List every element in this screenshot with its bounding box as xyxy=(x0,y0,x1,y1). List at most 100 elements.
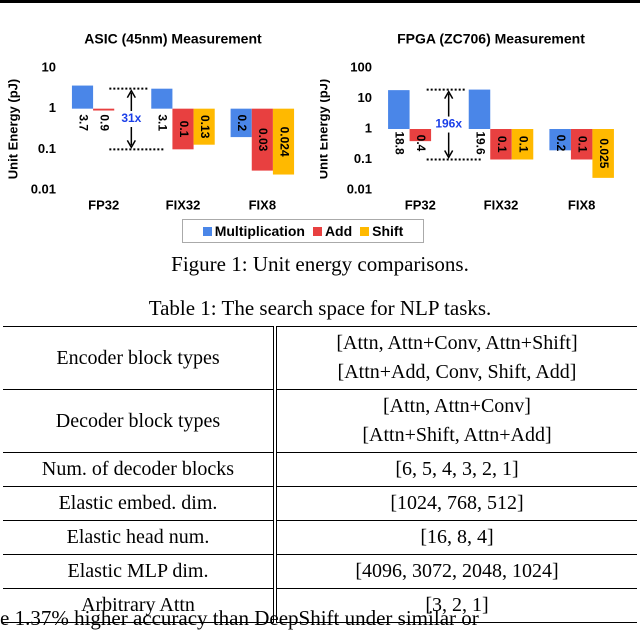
value-label: 3.1 xyxy=(156,114,170,131)
annotation-bg xyxy=(432,116,465,133)
table-row: Elastic embed. dim. [1024, 768, 512] xyxy=(3,486,637,521)
value-label: 19.6 xyxy=(473,131,487,155)
bar xyxy=(71,85,94,109)
value-label: 0.1 xyxy=(177,121,191,138)
table-cell: Elastic head num. xyxy=(3,520,277,555)
cell-text: [16, 8, 4] xyxy=(420,526,494,548)
cell-text: Decoder block types xyxy=(55,409,221,432)
legend-item: Multiplication xyxy=(202,223,305,239)
table-cell: [6, 5, 4, 3, 2, 1] xyxy=(274,452,637,487)
annotation: 196x xyxy=(435,117,462,131)
cell-text: [Attn+Add, Conv, Shift, Add] xyxy=(337,361,577,383)
value-label: 0.1 xyxy=(516,136,530,153)
y-axis-label: Unit Energy (pJ) xyxy=(5,79,20,179)
value-label: 0.9 xyxy=(97,114,111,131)
chart-title: FPGA (ZC706) Measurement xyxy=(397,31,585,47)
x-tick-label: FIX32 xyxy=(484,197,519,212)
cell-text: Elastic head num. xyxy=(66,526,210,548)
cell-text: Elastic MLP dim. xyxy=(67,560,209,582)
figure-caption: Figure 1: Unit energy comparisons. xyxy=(171,252,469,276)
table-cell: [Attn, Attn+Conv] [Attn+Shift, Attn+Add] xyxy=(274,389,637,453)
value-label: 0.1 xyxy=(575,136,589,153)
cell-text: [4096, 3072, 2048, 1024] xyxy=(355,560,559,582)
bar xyxy=(468,89,491,129)
value-label: 0.4 xyxy=(414,135,428,152)
chart: ASIC (45nm) Measurement Unit Energy (pJ) 0… xyxy=(5,31,295,212)
value-label: 3.7 xyxy=(76,114,90,131)
table-row: Decoder block types [Attn, Attn+Conv] [Att… xyxy=(3,389,637,453)
value-label: 18.8 xyxy=(393,131,407,155)
y-tick-label: 1 xyxy=(49,100,56,115)
bar xyxy=(409,129,432,142)
value-label: 0.2 xyxy=(554,135,568,152)
body-text: e 1.37% higher accuracy than DeepShift u… xyxy=(0,606,479,630)
ratio-arrow-head xyxy=(444,90,454,99)
value-label: 0.025 xyxy=(597,138,611,168)
bar xyxy=(511,129,534,160)
y-tick-label: 0.1 xyxy=(354,151,372,166)
y-tick-label: 0.01 xyxy=(347,181,372,196)
value-label: 0.1 xyxy=(495,136,509,153)
legend-item: Add xyxy=(312,223,353,239)
table-cell: [16, 8, 4] xyxy=(274,520,637,555)
bar xyxy=(549,129,571,151)
ratio-arrow-head xyxy=(126,139,136,149)
legend-item: Shift xyxy=(360,223,403,239)
cell-text: Num. of decoder blocks xyxy=(41,458,235,480)
legend-label: Add xyxy=(324,223,353,239)
ratio-arrow-head xyxy=(126,89,136,99)
y-tick-label: 100 xyxy=(350,59,372,74)
bar xyxy=(490,129,512,160)
table-cell: [4096, 3072, 2048, 1024] xyxy=(274,554,637,589)
table-caption: Table 1: The search space for NLP tasks. xyxy=(148,296,492,320)
y-tick-label: 1 xyxy=(365,120,372,135)
cell-text: Elastic embed. dim. xyxy=(58,492,218,514)
bar xyxy=(592,129,614,178)
x-tick-label: FP32 xyxy=(405,197,436,212)
bar xyxy=(272,108,295,175)
cell-text: [3, 2, 1] xyxy=(425,594,489,616)
table-cell: Num. of decoder blocks xyxy=(3,452,277,487)
bar xyxy=(251,108,273,171)
annotation: 31x xyxy=(121,111,141,125)
header-rule xyxy=(0,0,640,3)
legend-label: Multiplication xyxy=(214,223,305,239)
table: Encoder block types [Attn, Attn+Conv, Att… xyxy=(3,326,637,623)
table-cell: Arbitrary Attn xyxy=(3,588,277,623)
bar xyxy=(230,108,252,138)
table-row: Encoder block types [Attn, Attn+Conv, Att… xyxy=(3,326,637,390)
bar xyxy=(93,108,115,111)
y-axis-label: Unit Energy (pJ) xyxy=(320,79,330,179)
y-tick-label: 0.01 xyxy=(31,181,56,196)
chart-title: ASIC (45nm) Measurement xyxy=(84,31,262,47)
table-cell: [3, 2, 1] xyxy=(274,588,637,623)
value-label: 0.2 xyxy=(235,115,249,132)
legend-swatch xyxy=(202,227,212,236)
table-row: Arbitrary Attn [3, 2, 1] xyxy=(3,588,637,623)
cell-text: [6, 5, 4, 3, 2, 1] xyxy=(395,458,519,480)
legend: Multiplication Add Shift xyxy=(182,219,424,243)
table-cell: Encoder block types xyxy=(3,326,277,390)
cell-text: [Attn, Attn+Conv, Attn+Shift] xyxy=(336,332,578,354)
table-row: Elastic MLP dim. [4096, 3072, 2048, 1024] xyxy=(3,554,637,589)
value-label: 0.03 xyxy=(256,128,270,152)
x-tick-label: FIX8 xyxy=(249,197,276,212)
chart: FPGA (ZC706) Measurement Unit Energy (pJ)… xyxy=(320,31,614,212)
legend-label: Shift xyxy=(372,223,404,239)
legend-swatch xyxy=(360,227,370,236)
cell-text: [1024, 768, 512] xyxy=(390,492,524,514)
value-label: 0.024 xyxy=(277,127,291,157)
x-tick-label: FIX8 xyxy=(568,197,595,212)
cell-text: [Attn+Shift, Attn+Add] xyxy=(362,424,552,446)
table-cell: [Attn, Attn+Conv, Attn+Shift] [Attn+Add, … xyxy=(274,326,637,390)
bar xyxy=(151,88,173,109)
annotation-bg xyxy=(115,111,148,128)
bar xyxy=(388,90,410,129)
cell-text: [Attn, Attn+Conv] xyxy=(383,395,531,417)
x-tick-label: FIX32 xyxy=(166,197,201,212)
table-cell: [1024, 768, 512] xyxy=(274,486,637,521)
table-row: Elastic head num. [16, 8, 4] xyxy=(3,520,637,555)
y-tick-label: 10 xyxy=(42,59,56,74)
table-cell: Decoder block types xyxy=(3,389,277,453)
